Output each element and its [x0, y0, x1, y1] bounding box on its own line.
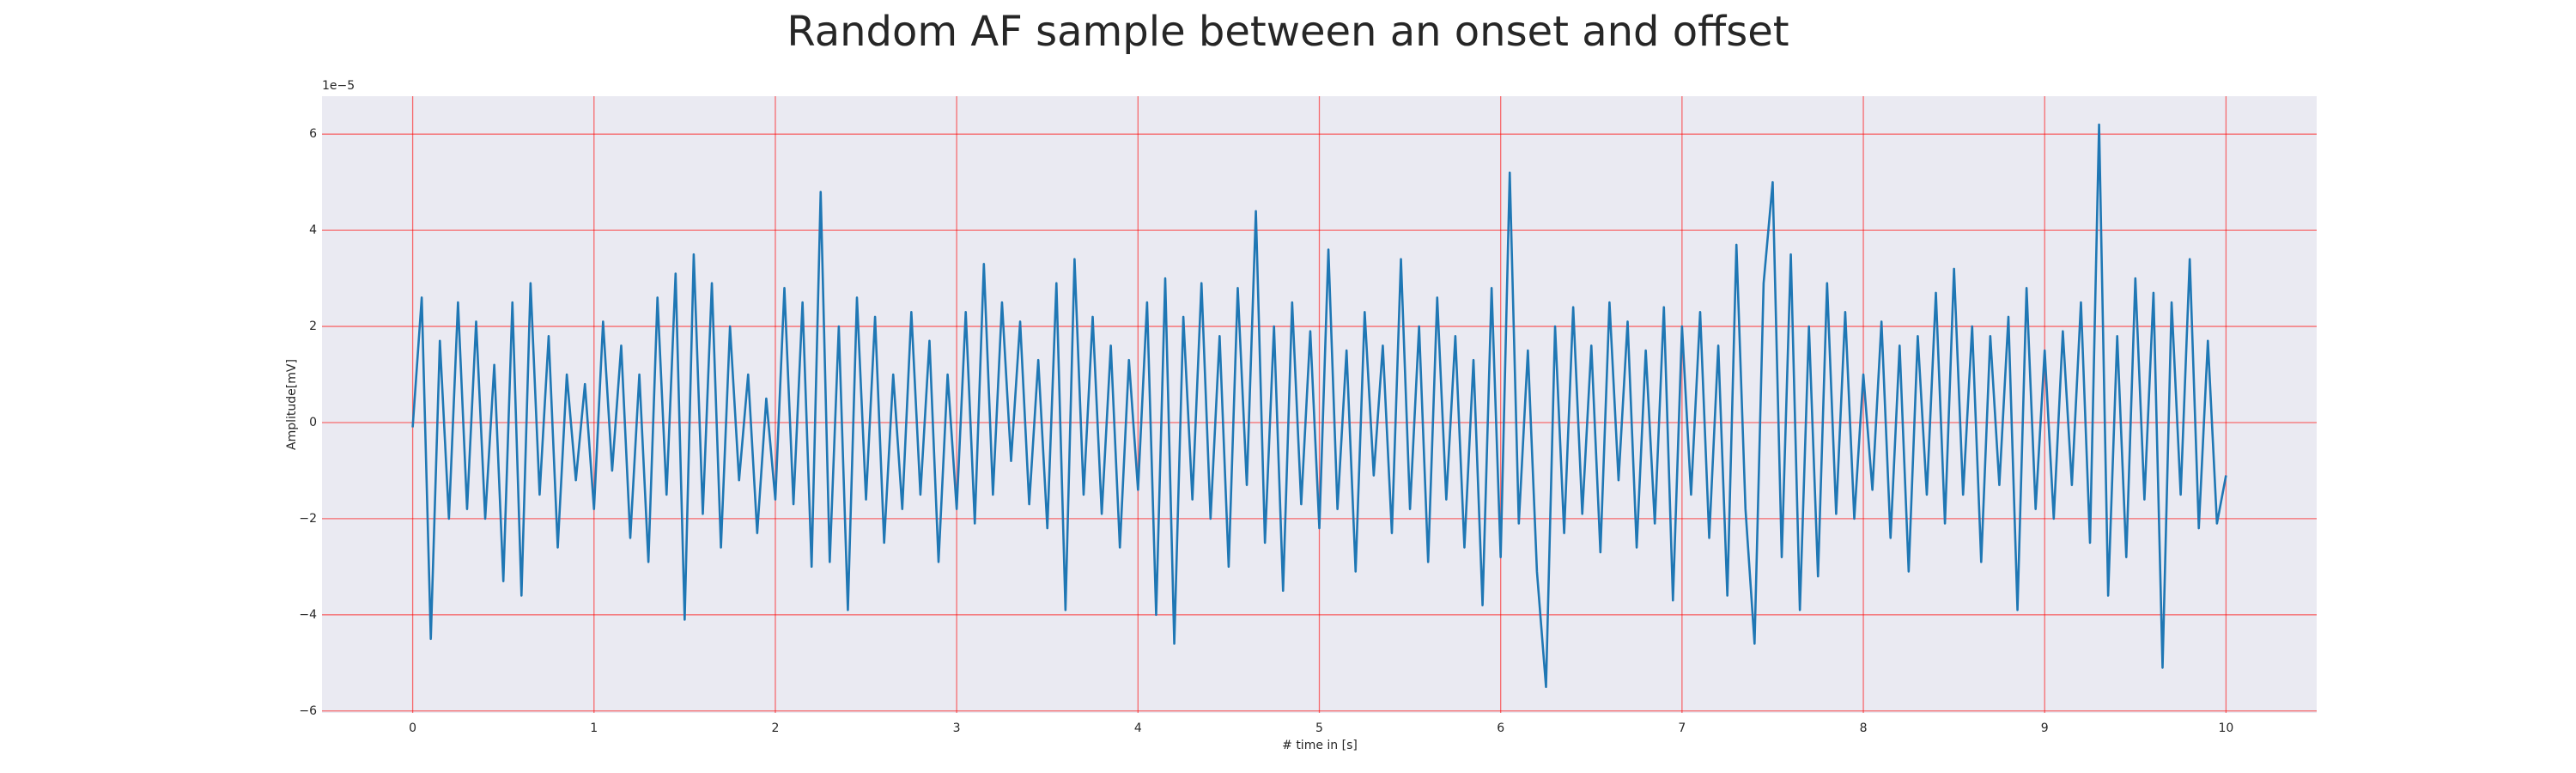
x-tick-label: 0	[409, 721, 416, 735]
x-tick-label: 8	[1860, 721, 1868, 735]
x-tick-label: 4	[1134, 721, 1142, 735]
signal-line	[411, 123, 2227, 689]
chart-title: Random AF sample between an onset and of…	[787, 8, 1789, 56]
y-tick-label: 4	[309, 223, 317, 237]
x-tick-label: 10	[2218, 721, 2233, 735]
x-tick-label: 6	[1497, 721, 1504, 735]
y-tick-label: 2	[309, 320, 317, 333]
y-tick-label: −6	[299, 704, 317, 718]
y-tick-label: −4	[299, 608, 317, 622]
x-tick-label: 1	[590, 721, 598, 735]
y-tick-label: −2	[299, 512, 317, 526]
y-tick-label: 0	[309, 416, 317, 429]
x-tick-label: 5	[1315, 721, 1323, 735]
x-tick-label: 3	[953, 721, 961, 735]
x-axis-label: # time in [s]	[1282, 739, 1358, 752]
y-axis-label: Amplitude[mV]	[285, 359, 299, 450]
y-tick-label: 6	[309, 127, 317, 141]
y-offset-label: 1e−5	[322, 79, 355, 93]
x-tick-label: 9	[2041, 721, 2049, 735]
x-tick-label: 2	[771, 721, 779, 735]
x-tick-label: 7	[1678, 721, 1686, 735]
